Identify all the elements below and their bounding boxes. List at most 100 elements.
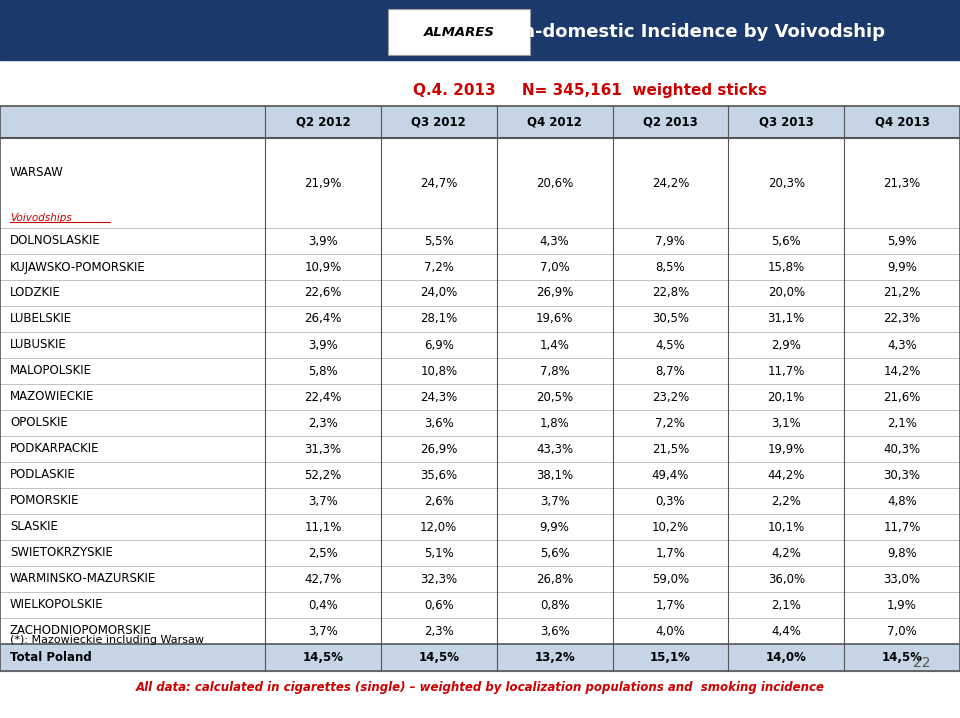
- Text: 11,1%: 11,1%: [304, 521, 342, 533]
- Text: PODKARPACKIE: PODKARPACKIE: [10, 442, 100, 455]
- Text: 7,0%: 7,0%: [540, 261, 569, 274]
- Text: MALOPOLSKIE: MALOPOLSKIE: [10, 365, 92, 378]
- Text: Q2 2012: Q2 2012: [296, 116, 350, 129]
- Text: 7,9%: 7,9%: [656, 235, 685, 248]
- Text: OPOLSKIE: OPOLSKIE: [10, 416, 68, 429]
- Text: 14,0%: 14,0%: [766, 651, 806, 664]
- Text: 14,2%: 14,2%: [883, 365, 921, 378]
- Bar: [0, 332, 960, 358]
- Text: All data: calculated in cigarettes (single) – weighted by localization populatio: All data: calculated in cigarettes (sing…: [135, 681, 825, 694]
- Text: 2,1%: 2,1%: [887, 416, 917, 429]
- Text: 38,1%: 38,1%: [536, 469, 573, 482]
- Bar: [0, 436, 960, 462]
- Text: 5,8%: 5,8%: [308, 365, 338, 378]
- Text: 30,3%: 30,3%: [883, 469, 921, 482]
- Bar: [0, 106, 960, 138]
- Text: 8,7%: 8,7%: [656, 365, 685, 378]
- Text: 3,6%: 3,6%: [424, 416, 454, 429]
- Text: 0,8%: 0,8%: [540, 599, 569, 612]
- Text: PODLASKIE: PODLASKIE: [10, 469, 76, 482]
- Bar: [0, 592, 960, 618]
- Text: 1,4%: 1,4%: [540, 338, 569, 352]
- Text: 24,0%: 24,0%: [420, 286, 457, 299]
- Bar: [0, 462, 960, 488]
- Text: 2,2%: 2,2%: [771, 495, 802, 508]
- Bar: [0, 0, 960, 60]
- Text: 32,3%: 32,3%: [420, 572, 457, 585]
- Text: 28,1%: 28,1%: [420, 312, 457, 325]
- Text: 19,9%: 19,9%: [768, 442, 804, 455]
- Text: 10,8%: 10,8%: [420, 365, 457, 378]
- Bar: [0, 566, 960, 592]
- Text: 3,6%: 3,6%: [540, 625, 569, 638]
- Text: 1,8%: 1,8%: [540, 416, 569, 429]
- Bar: [0, 138, 960, 228]
- Text: 2,3%: 2,3%: [308, 416, 338, 429]
- Bar: [0, 280, 960, 306]
- Text: 1,7%: 1,7%: [656, 546, 685, 559]
- Text: 7,0%: 7,0%: [887, 625, 917, 638]
- Text: 31,3%: 31,3%: [304, 442, 342, 455]
- Text: 21,9%: 21,9%: [304, 177, 342, 190]
- Bar: [0, 540, 960, 566]
- Text: 26,4%: 26,4%: [304, 312, 342, 325]
- Text: Q3 2013: Q3 2013: [758, 116, 814, 129]
- Bar: [388, 9, 530, 55]
- Text: 24,7%: 24,7%: [420, 177, 457, 190]
- Text: 5,6%: 5,6%: [772, 235, 802, 248]
- Text: Total Poland: Total Poland: [10, 651, 92, 664]
- Text: 5,6%: 5,6%: [540, 546, 569, 559]
- Text: DOLNOSLASKIE: DOLNOSLASKIE: [10, 235, 101, 248]
- Text: (*): Mazowieckie including Warsaw: (*): Mazowieckie including Warsaw: [10, 635, 204, 645]
- Text: 4,3%: 4,3%: [887, 338, 917, 352]
- Text: SLASKIE: SLASKIE: [10, 521, 58, 533]
- Text: Voivodships: Voivodships: [10, 213, 72, 223]
- Text: 9,8%: 9,8%: [887, 546, 917, 559]
- Text: 7,2%: 7,2%: [423, 261, 454, 274]
- Text: 11,7%: 11,7%: [768, 365, 804, 378]
- Text: 2,5%: 2,5%: [308, 546, 338, 559]
- Text: WIELKOPOLSKIE: WIELKOPOLSKIE: [10, 599, 104, 612]
- Text: 13,2%: 13,2%: [534, 651, 575, 664]
- Text: 1,7%: 1,7%: [656, 599, 685, 612]
- Text: 20,3%: 20,3%: [768, 177, 804, 190]
- Text: WARSAW: WARSAW: [10, 166, 63, 179]
- Bar: [0, 618, 960, 644]
- Text: Q4 2012: Q4 2012: [527, 116, 582, 129]
- Text: 9,9%: 9,9%: [887, 261, 917, 274]
- Text: 3,7%: 3,7%: [308, 625, 338, 638]
- Text: 14,5%: 14,5%: [419, 651, 459, 664]
- Text: 52,2%: 52,2%: [304, 469, 342, 482]
- Text: 4,3%: 4,3%: [540, 235, 569, 248]
- Text: Q4 2013: Q4 2013: [875, 116, 929, 129]
- Text: 14,5%: 14,5%: [881, 651, 923, 664]
- Text: 49,4%: 49,4%: [652, 469, 689, 482]
- Text: LUBUSKIE: LUBUSKIE: [10, 338, 67, 352]
- Text: 2,9%: 2,9%: [771, 338, 802, 352]
- Text: 20,1%: 20,1%: [768, 391, 804, 404]
- Text: 4,2%: 4,2%: [771, 546, 802, 559]
- Text: 7,2%: 7,2%: [656, 416, 685, 429]
- Text: Non-domestic Incidence by Voivodship: Non-domestic Incidence by Voivodship: [495, 23, 885, 41]
- Text: 2,3%: 2,3%: [424, 625, 454, 638]
- Text: 10,1%: 10,1%: [768, 521, 804, 533]
- Text: 59,0%: 59,0%: [652, 572, 689, 585]
- Text: 30,5%: 30,5%: [652, 312, 689, 325]
- Text: 3,7%: 3,7%: [540, 495, 569, 508]
- Text: 22,3%: 22,3%: [883, 312, 921, 325]
- Text: 20,5%: 20,5%: [536, 391, 573, 404]
- Text: 26,9%: 26,9%: [420, 442, 457, 455]
- Text: 42,7%: 42,7%: [304, 572, 342, 585]
- Text: 21,2%: 21,2%: [883, 286, 921, 299]
- Text: 20,6%: 20,6%: [536, 177, 573, 190]
- Bar: [0, 106, 960, 671]
- Text: 26,9%: 26,9%: [536, 286, 573, 299]
- Text: 35,6%: 35,6%: [420, 469, 457, 482]
- Text: 4,0%: 4,0%: [656, 625, 685, 638]
- Text: 40,3%: 40,3%: [883, 442, 921, 455]
- Text: 43,3%: 43,3%: [536, 442, 573, 455]
- Text: 36,0%: 36,0%: [768, 572, 804, 585]
- Text: 26,8%: 26,8%: [536, 572, 573, 585]
- Text: 0,4%: 0,4%: [308, 599, 338, 612]
- Text: 8,5%: 8,5%: [656, 261, 685, 274]
